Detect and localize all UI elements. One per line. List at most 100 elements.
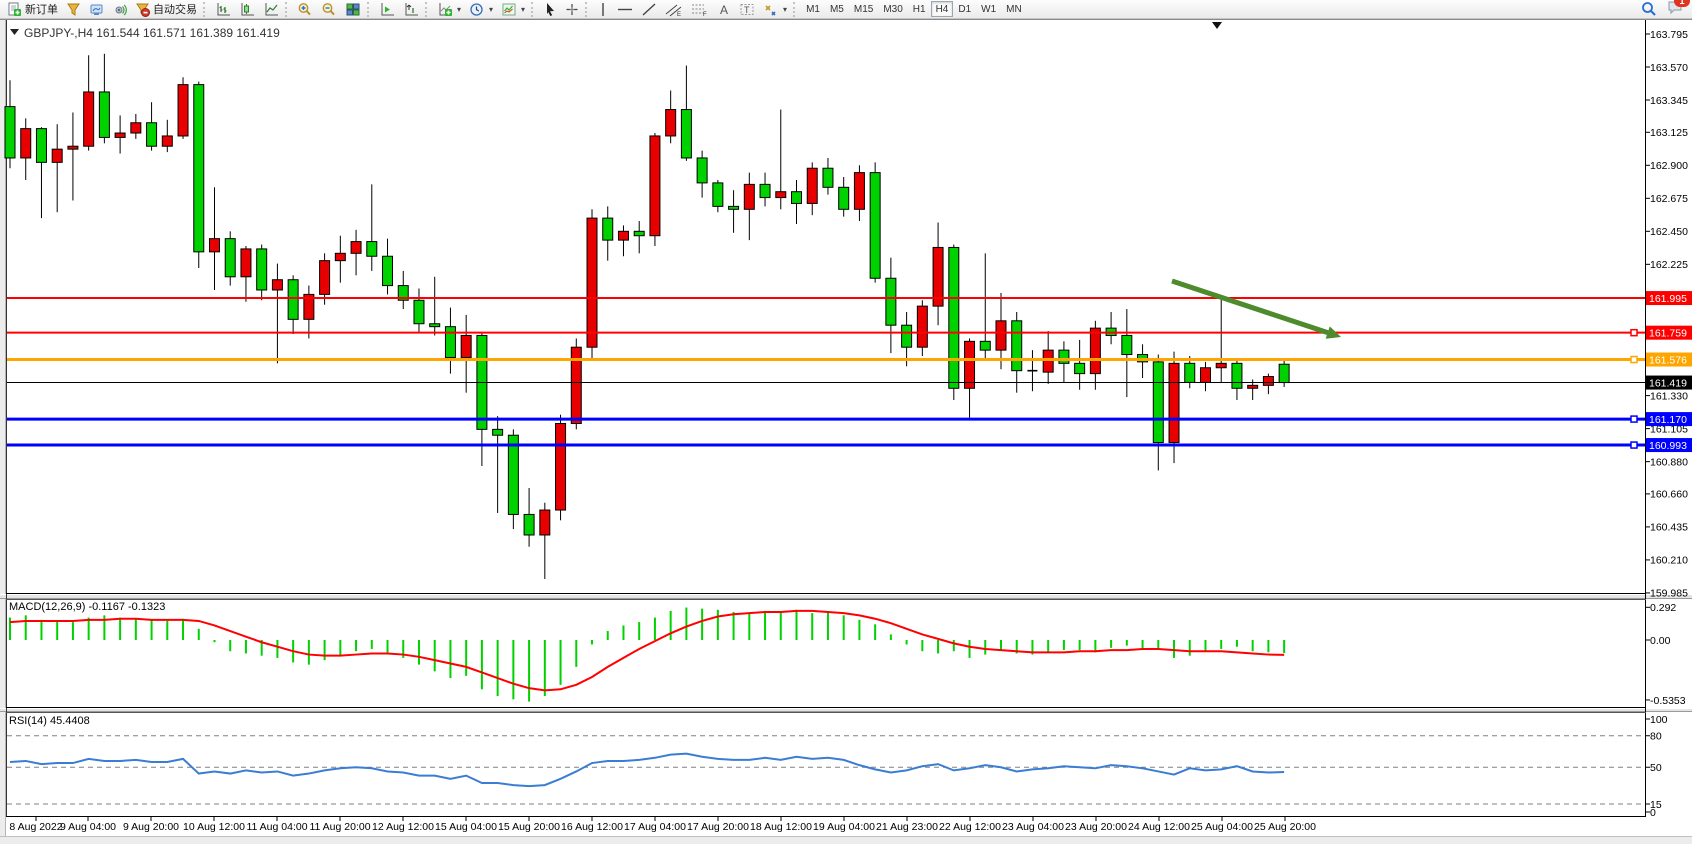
timeframe-m15-button[interactable]: M15: [849, 1, 878, 17]
svg-text:160.210: 160.210: [1650, 555, 1688, 567]
svg-text:11 Aug 04:00: 11 Aug 04:00: [246, 821, 307, 833]
toolbar-separator: [203, 1, 208, 17]
tile-windows-icon: [346, 3, 360, 15]
new-order-icon: [8, 2, 21, 16]
autoscroll-button[interactable]: [375, 1, 399, 18]
timeframe-m30-button[interactable]: M30: [878, 1, 907, 17]
vertical-line-icon: [602, 2, 604, 16]
svg-text:162.225: 162.225: [1650, 259, 1688, 271]
vertical-line-button[interactable]: [593, 1, 613, 18]
svg-text:25 Aug 04:00: 25 Aug 04:00: [1191, 821, 1253, 833]
horizontal-line-button[interactable]: [613, 1, 637, 18]
chevron-down-icon: ▾: [783, 4, 788, 14]
svg-text:15 Aug 04:00: 15 Aug 04:00: [435, 821, 497, 833]
indicators-button[interactable]: ▾: [433, 1, 465, 18]
macd-label: MACD(12,26,9) -0.1167 -0.1323: [9, 601, 165, 613]
fibonacci-icon: F: [692, 4, 707, 17]
funnel-red-icon: [136, 3, 150, 17]
radio-icon: [115, 4, 127, 15]
svg-text:F: F: [703, 12, 707, 17]
text-label-button[interactable]: T: [735, 1, 759, 18]
hline-161.419[interactable]: 161.419: [7, 375, 1692, 390]
text-a-icon: A: [720, 3, 728, 17]
chart-shift-button[interactable]: [399, 1, 423, 18]
bar-chart-button[interactable]: [211, 1, 235, 18]
svg-text:163.795: 163.795: [1650, 29, 1688, 41]
tile-windows-button[interactable]: [341, 1, 365, 18]
svg-text:8 Aug 2022: 8 Aug 2022: [9, 821, 62, 833]
monitor-blue-icon: [90, 4, 103, 15]
svg-text:0: 0: [1650, 807, 1656, 819]
chevron-down-icon: ▾: [457, 4, 462, 14]
svg-text:22 Aug 12:00: 22 Aug 12:00: [939, 821, 1001, 833]
shift-marker[interactable]: [1212, 22, 1222, 29]
timeframe-m5-button[interactable]: M5: [825, 1, 849, 17]
cursor-button[interactable]: [539, 1, 561, 18]
rsi-axis[interactable]: 100 80 50 150: [1646, 714, 1668, 819]
text-button[interactable]: A: [713, 1, 735, 18]
hline-161.576[interactable]: 161.576: [7, 352, 1692, 367]
autotrading-button[interactable]: 自动交易: [131, 1, 201, 18]
timeframe-h1-button[interactable]: H1: [908, 1, 931, 17]
indicators-icon: [439, 2, 452, 16]
svg-text:E: E: [677, 12, 681, 17]
chart-shift-icon: [405, 2, 418, 15]
timeframe-h4-button[interactable]: H4: [930, 1, 954, 17]
hline-161.170[interactable]: 161.170: [7, 412, 1692, 427]
svg-text:9 Aug 04:00: 9 Aug 04:00: [60, 821, 116, 833]
templates-button[interactable]: ▾: [497, 1, 529, 18]
macd-axis[interactable]: 0.292 0.00 -0.5353: [1646, 602, 1686, 707]
zoom-in-button[interactable]: [293, 1, 317, 18]
macd-indicator[interactable]: [9, 607, 1286, 702]
svg-text:25 Aug 20:00: 25 Aug 20:00: [1254, 821, 1316, 833]
svg-text:159.985: 159.985: [1650, 588, 1688, 600]
line-chart-button[interactable]: [259, 1, 283, 18]
timeframe-m1-button[interactable]: M1: [801, 1, 825, 17]
fibonacci-button[interactable]: F: [687, 1, 713, 18]
market-watch-button[interactable]: [62, 1, 85, 18]
svg-text:12 Aug 12:00: 12 Aug 12:00: [372, 821, 434, 833]
svg-text:0.00: 0.00: [1650, 635, 1671, 647]
svg-text:18 Aug 12:00: 18 Aug 12:00: [750, 821, 812, 833]
clock-icon: [470, 2, 483, 16]
timeframe-d1-button[interactable]: D1: [953, 1, 976, 17]
new-order-button[interactable]: 新订单: [3, 1, 62, 18]
periods-button[interactable]: ▾: [465, 1, 497, 18]
trendline-button[interactable]: [637, 1, 661, 18]
candlestick-button[interactable]: [235, 1, 259, 18]
notifications-button[interactable]: 1: [1667, 0, 1690, 20]
timeframe-mn-button[interactable]: MN: [1001, 1, 1027, 17]
hline-161.759[interactable]: 161.759: [7, 325, 1692, 340]
svg-text:161.330: 161.330: [1650, 390, 1688, 402]
chart-canvas[interactable]: 163.795 163.570 163.345 163.125 162.900 162.6…: [0, 19, 1692, 844]
zoom-out-button[interactable]: [317, 1, 341, 18]
arrows-tool-button[interactable]: ▾: [759, 1, 791, 18]
data-window-button[interactable]: [85, 1, 108, 18]
candles[interactable]: [4, 53, 1290, 579]
horizontal-line-icon: [618, 8, 633, 10]
symbol-header: GBPJPY-,H4 161.544 161.571 161.389 161.4…: [10, 26, 280, 40]
svg-text:162.450: 162.450: [1650, 226, 1688, 238]
rsi-line[interactable]: [9, 752, 1285, 788]
svg-text:160.993: 160.993: [1649, 440, 1687, 452]
hline-160.993[interactable]: 160.993: [7, 438, 1692, 453]
search-button[interactable]: [1637, 1, 1661, 18]
toolbar-separator: [285, 1, 290, 17]
svg-text:160.660: 160.660: [1650, 489, 1688, 501]
cursor-icon: [547, 2, 555, 16]
svg-text:100: 100: [1650, 714, 1668, 726]
svg-text:15 Aug 20:00: 15 Aug 20:00: [498, 821, 560, 833]
sound-button[interactable]: [108, 1, 131, 18]
chevron-down-icon: ▾: [489, 4, 494, 14]
price-axis[interactable]: 163.795 163.570 163.345 163.125 162.900 162.6…: [1646, 29, 1688, 600]
svg-text:17 Aug 20:00: 17 Aug 20:00: [687, 821, 749, 833]
svg-text:161.105: 161.105: [1650, 423, 1688, 435]
equidistant-channel-button[interactable]: E: [661, 1, 687, 18]
crosshair-button[interactable]: [561, 1, 583, 18]
timeframe-w1-button[interactable]: W1: [976, 1, 1001, 17]
trend-arrow-annotation[interactable]: [1171, 278, 1341, 339]
new-order-label: 新订单: [25, 4, 58, 16]
hline-161.995[interactable]: 161.995: [7, 291, 1692, 306]
text-label-icon: T: [740, 3, 754, 15]
